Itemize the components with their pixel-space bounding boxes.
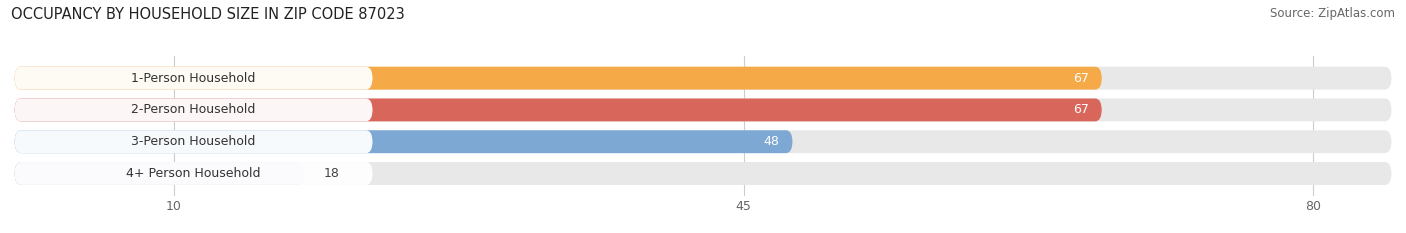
Text: 18: 18 [323,167,340,180]
Text: 67: 67 [1073,103,1088,116]
FancyBboxPatch shape [14,99,1392,121]
Text: 2-Person Household: 2-Person Household [131,103,256,116]
Text: 67: 67 [1073,72,1088,85]
FancyBboxPatch shape [14,67,1102,90]
FancyBboxPatch shape [14,162,373,185]
Text: 48: 48 [763,135,779,148]
Text: 3-Person Household: 3-Person Household [131,135,256,148]
FancyBboxPatch shape [14,130,1392,153]
Text: Source: ZipAtlas.com: Source: ZipAtlas.com [1270,7,1395,20]
FancyBboxPatch shape [14,130,793,153]
Text: 4+ Person Household: 4+ Person Household [127,167,260,180]
Text: OCCUPANCY BY HOUSEHOLD SIZE IN ZIP CODE 87023: OCCUPANCY BY HOUSEHOLD SIZE IN ZIP CODE … [11,7,405,22]
FancyBboxPatch shape [14,162,1392,185]
FancyBboxPatch shape [14,67,373,90]
FancyBboxPatch shape [14,130,373,153]
FancyBboxPatch shape [14,67,1392,90]
FancyBboxPatch shape [14,99,373,121]
FancyBboxPatch shape [14,99,1102,121]
Text: 1-Person Household: 1-Person Household [131,72,256,85]
FancyBboxPatch shape [14,162,304,185]
